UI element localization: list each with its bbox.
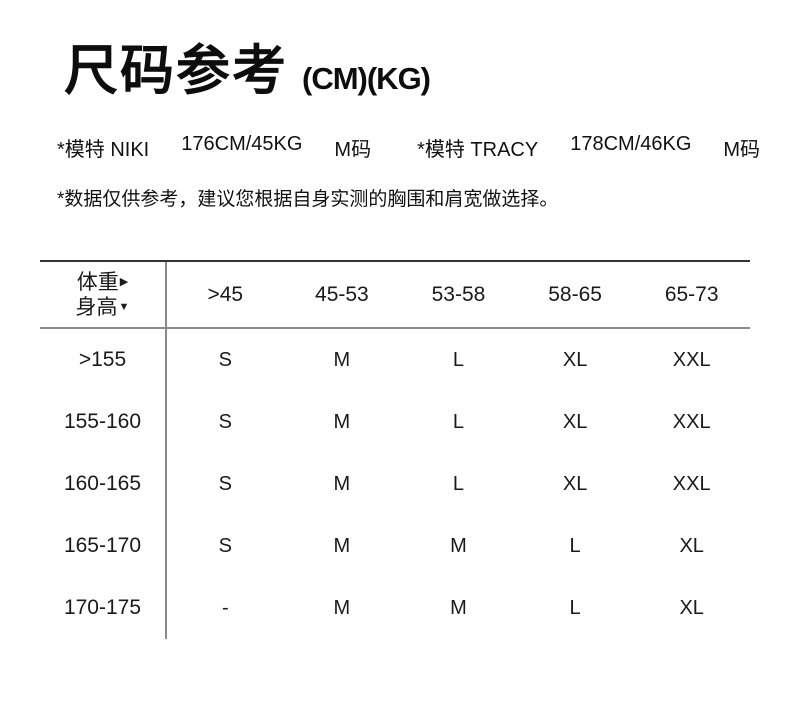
size-cell: XXL — [672, 410, 711, 433]
table-row: >155 S M L XL XXL — [40, 329, 750, 391]
model-label: *模特 TRACY — [417, 139, 539, 161]
size-cell: M — [333, 410, 351, 433]
model-label: *模特 NIKI — [57, 139, 150, 161]
axis-corner-cell: 体重 ▶ 身高 ▼ — [40, 262, 167, 327]
height-row-label: 170-175 — [40, 577, 167, 639]
model-size: M码 — [334, 139, 372, 161]
model-stats: 176CM/45KG — [181, 133, 303, 155]
weight-axis-label: 体重 — [76, 270, 119, 294]
weight-column-header: 58-65 — [548, 282, 602, 306]
weight-axis: 体重 ▶ — [77, 270, 128, 295]
weight-column-header: 53-58 — [431, 282, 486, 306]
arrow-down-icon: ▼ — [118, 300, 130, 313]
size-cell: XL — [679, 596, 704, 619]
table-row: 170-175 - M M L XL — [40, 577, 750, 639]
weight-column-header: 45-53 — [315, 282, 369, 306]
arrow-right-icon: ▶ — [119, 275, 129, 288]
size-table-header-row: 体重 ▶ 身高 ▼ >45 45-53 53-58 58-65 65-73 — [40, 260, 750, 329]
title-units: (CM)(KG) — [302, 61, 431, 96]
height-row-label: 155-160 — [40, 391, 167, 453]
size-cell: XXL — [672, 472, 711, 495]
size-cell: S — [218, 348, 232, 371]
size-cell: L — [569, 534, 581, 557]
size-cell: L — [452, 472, 465, 495]
size-cell: L — [452, 410, 465, 433]
size-cell: XXL — [672, 348, 711, 371]
title-text: 尺码参考 — [64, 41, 288, 101]
size-cell: M — [333, 472, 351, 495]
height-row-label: 160-165 — [40, 453, 167, 515]
size-cell: M — [450, 534, 467, 557]
table-row: 165-170 S M M L XL — [40, 515, 750, 577]
height-row-label: 165-170 — [40, 515, 167, 577]
size-cell: XL — [562, 472, 588, 495]
model-info-niki: *模特 NIKI 176CM/45KG M码 — [57, 133, 371, 162]
size-cell: M — [333, 534, 351, 557]
model-stats: 178CM/46KG — [570, 133, 692, 155]
model-info-tracy: *模特 TRACY 178CM/46KG M码 — [417, 133, 760, 162]
size-cell: - — [221, 596, 229, 619]
size-cell: XL — [562, 348, 588, 371]
weight-column-header: 65-73 — [664, 282, 719, 306]
height-row-label: >155 — [40, 329, 167, 391]
size-table: 体重 ▶ 身高 ▼ >45 45-53 53-58 58-65 65-73 >1… — [40, 260, 750, 639]
size-cell: M — [333, 596, 351, 619]
disclaimer-note: *数据仅供参考，建议您根据自身实测的胸围和肩宽做选择。 — [57, 189, 559, 210]
model-info-line: *模特 NIKI 176CM/45KG M码 *模特 TRACY 178CM/4… — [57, 133, 760, 162]
size-cell: S — [218, 534, 232, 557]
size-cell: L — [569, 596, 581, 619]
size-cell: M — [333, 348, 351, 371]
size-cell: M — [450, 596, 467, 619]
height-axis: 身高 ▼ — [76, 295, 130, 320]
model-size: M码 — [723, 139, 761, 161]
page-title: 尺码参考 (CM)(KG) — [64, 26, 431, 105]
size-cell: XL — [562, 410, 588, 433]
table-row: 155-160 S M L XL XXL — [40, 391, 750, 453]
table-row: 160-165 S M L XL XXL — [40, 453, 750, 515]
height-axis-label: 身高 — [75, 295, 118, 319]
size-cell: XL — [679, 534, 704, 557]
weight-column-header: >45 — [207, 282, 244, 306]
size-cell: S — [218, 410, 232, 433]
size-cell: L — [452, 348, 465, 371]
size-cell: S — [218, 472, 232, 495]
